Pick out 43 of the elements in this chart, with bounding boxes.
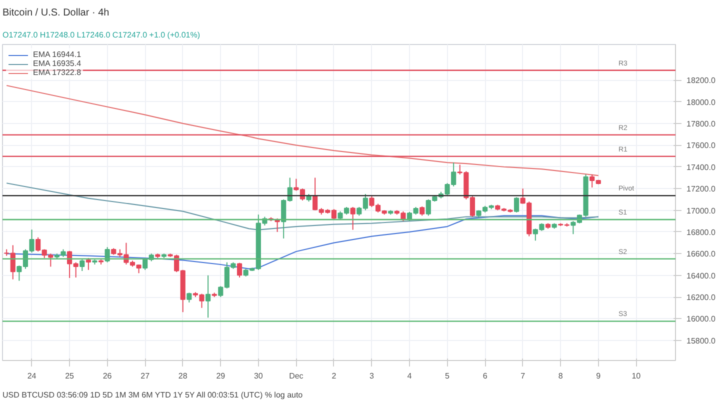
x-tick-label: 28: [178, 372, 188, 380]
y-tick-label: 16400.0: [686, 271, 716, 280]
candlestick: [80, 259, 85, 272]
y-tick-label: 17600.0: [686, 141, 716, 150]
legend-label: EMA 16944.1: [33, 50, 82, 59]
candlestick: [350, 206, 356, 230]
y-tick-label: 16600.0: [686, 250, 716, 259]
x-tick-label: 4: [407, 372, 412, 380]
y-tick-label: 17000.0: [686, 206, 716, 216]
legend-label: EMA 17322.8: [33, 68, 82, 77]
y-tick-label: 16200.0: [686, 293, 716, 302]
y-tick-label: 17800.0: [686, 119, 716, 128]
candlestick: [236, 262, 242, 278]
x-tick-label: 26: [102, 372, 112, 380]
x-tick-label: 7: [520, 372, 526, 380]
x-tick-label: 3: [370, 372, 375, 380]
y-tick-label: 16000.0: [686, 314, 716, 324]
chart-subtitle: O17247.0 H17248.0 L17246.0 C17247.0 +1.0 (+0.01%): [2, 30, 200, 40]
x-tick-label: 24: [27, 372, 37, 380]
x-tick-label: 27: [140, 372, 150, 380]
y-tick-label: 18000.0: [686, 98, 716, 107]
y-tick-label: 15800.0: [686, 336, 716, 346]
candlestick: [514, 196, 520, 213]
candlestick: [420, 206, 425, 216]
x-tick-label: 10: [632, 372, 642, 380]
x-tick-label: 25: [65, 372, 75, 380]
x-tick-label: 29: [216, 372, 226, 380]
y-tick-label: 17400.0: [686, 162, 716, 172]
x-tick-label: 6: [482, 372, 488, 380]
text: USD BTCUSD 03:56:09 1D 5D 1M 3M 6M YTD 1Y 5Y All 00:03:51 (UTC) % log auto: [2, 390, 303, 400]
x-tick-label: 2: [332, 372, 337, 380]
chart-title: Bitcoin / U.S. Dollar · 4h: [2, 8, 110, 18]
x-tick-label: Dec: [289, 372, 304, 380]
candlestick: [186, 292, 192, 303]
y-tick-label: 16800.0: [686, 228, 716, 237]
x-tick-label: 8: [558, 372, 564, 380]
x-tick-label: 30: [254, 372, 264, 380]
candlestick: [206, 274, 211, 318]
legend-label: EMA 16935.4: [33, 59, 82, 68]
x-tick-label: 9: [596, 372, 602, 380]
x-tick-label: 5: [445, 372, 450, 380]
y-tick-label: 18200.0: [686, 76, 716, 86]
y-tick-label: 17200.0: [686, 184, 716, 194]
